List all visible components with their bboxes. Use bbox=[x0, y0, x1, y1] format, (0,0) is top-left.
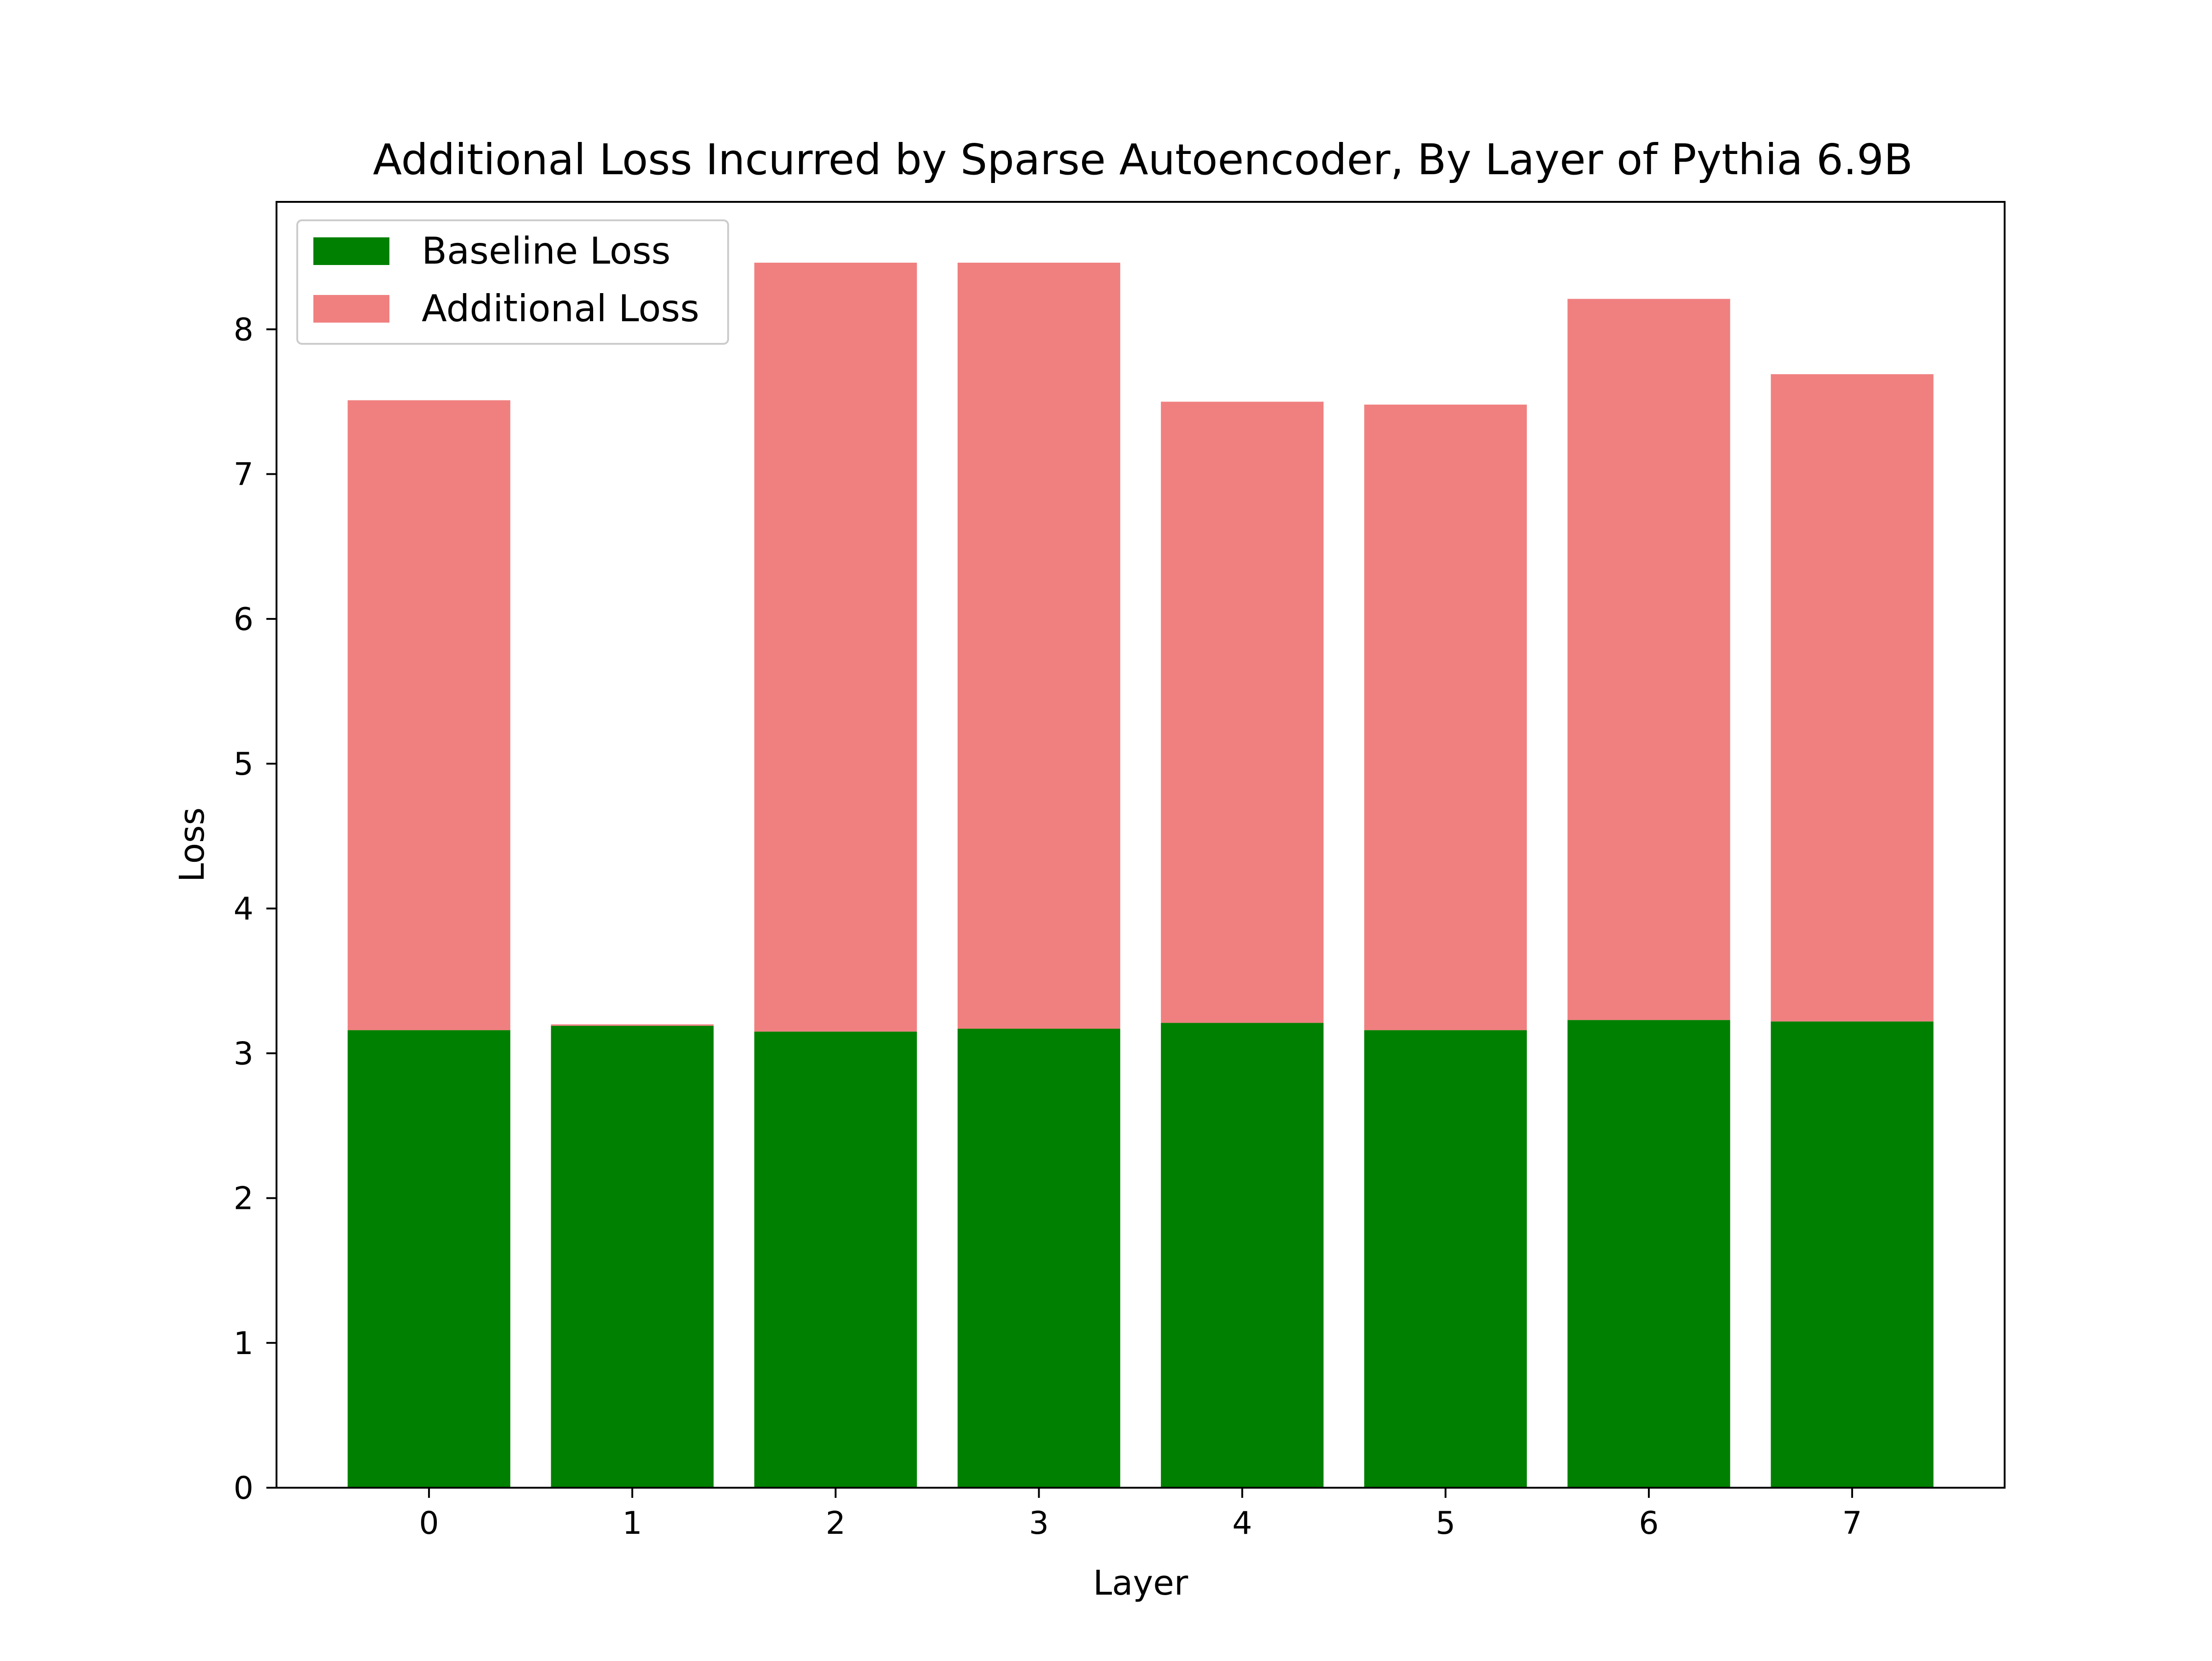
bar-baseline-loss-layer-5 bbox=[1364, 1030, 1527, 1488]
x-tick-label-3: 3 bbox=[1029, 1505, 1049, 1542]
bar-baseline-loss-layer-4 bbox=[1161, 1023, 1324, 1488]
y-tick-label-6: 6 bbox=[234, 601, 253, 638]
bar-baseline-loss-layer-0 bbox=[347, 1030, 511, 1488]
bar-baseline-loss-layer-7 bbox=[1771, 1021, 1934, 1488]
legend: Baseline Loss Additional Loss bbox=[296, 219, 729, 345]
y-tick-label-8: 8 bbox=[234, 312, 253, 348]
y-tick-label-2: 2 bbox=[234, 1181, 253, 1217]
bar-baseline-loss-layer-2 bbox=[754, 1031, 917, 1488]
chart-title: Additional Loss Incurred by Sparse Autoe… bbox=[373, 135, 1913, 184]
bar-baseline-loss-layer-6 bbox=[1567, 1020, 1730, 1488]
bar-baseline-loss-layer-3 bbox=[957, 1029, 1120, 1488]
ticks-group: 0 1 2 3 4 5 6 7 0 1 2 3 4 5 6 7 8 bbox=[234, 312, 1862, 1542]
y-tick-label-7: 7 bbox=[234, 457, 253, 493]
bar-additional-loss-layer-2 bbox=[754, 262, 917, 1032]
bar-additional-loss-layer-4 bbox=[1161, 401, 1324, 1023]
bars-group bbox=[347, 262, 1934, 1488]
bar-additional-loss-layer-0 bbox=[347, 400, 511, 1031]
x-axis-label: Layer bbox=[1093, 1563, 1188, 1603]
legend-label-baseline-loss: Baseline Loss bbox=[422, 230, 671, 272]
bar-additional-loss-layer-1 bbox=[551, 1024, 714, 1026]
x-tick-label-1: 1 bbox=[622, 1505, 642, 1542]
legend-swatch-additional-loss bbox=[313, 295, 389, 323]
bar-additional-loss-layer-5 bbox=[1364, 404, 1527, 1031]
x-tick-label-5: 5 bbox=[1435, 1505, 1455, 1542]
y-tick-label-5: 5 bbox=[234, 746, 253, 783]
legend-label-additional-loss: Additional Loss bbox=[422, 287, 700, 330]
bar-additional-loss-layer-7 bbox=[1771, 374, 1934, 1022]
x-tick-label-7: 7 bbox=[1842, 1505, 1862, 1542]
x-tick-label-6: 6 bbox=[1639, 1505, 1659, 1542]
y-tick-label-0: 0 bbox=[234, 1470, 253, 1507]
bar-baseline-loss-layer-1 bbox=[551, 1025, 714, 1488]
x-tick-label-0: 0 bbox=[419, 1505, 439, 1542]
y-tick-label-3: 3 bbox=[234, 1036, 253, 1072]
x-tick-label-2: 2 bbox=[826, 1505, 846, 1542]
x-tick-label-4: 4 bbox=[1232, 1505, 1252, 1542]
bar-additional-loss-layer-3 bbox=[957, 262, 1120, 1029]
y-tick-label-4: 4 bbox=[234, 891, 253, 927]
legend-box bbox=[296, 219, 729, 345]
y-tick-label-1: 1 bbox=[234, 1325, 253, 1362]
plot-frame bbox=[276, 201, 2006, 1489]
legend-swatch-baseline-loss bbox=[313, 237, 389, 265]
bar-additional-loss-layer-6 bbox=[1567, 299, 1730, 1020]
y-axis-label: Loss bbox=[172, 807, 212, 882]
